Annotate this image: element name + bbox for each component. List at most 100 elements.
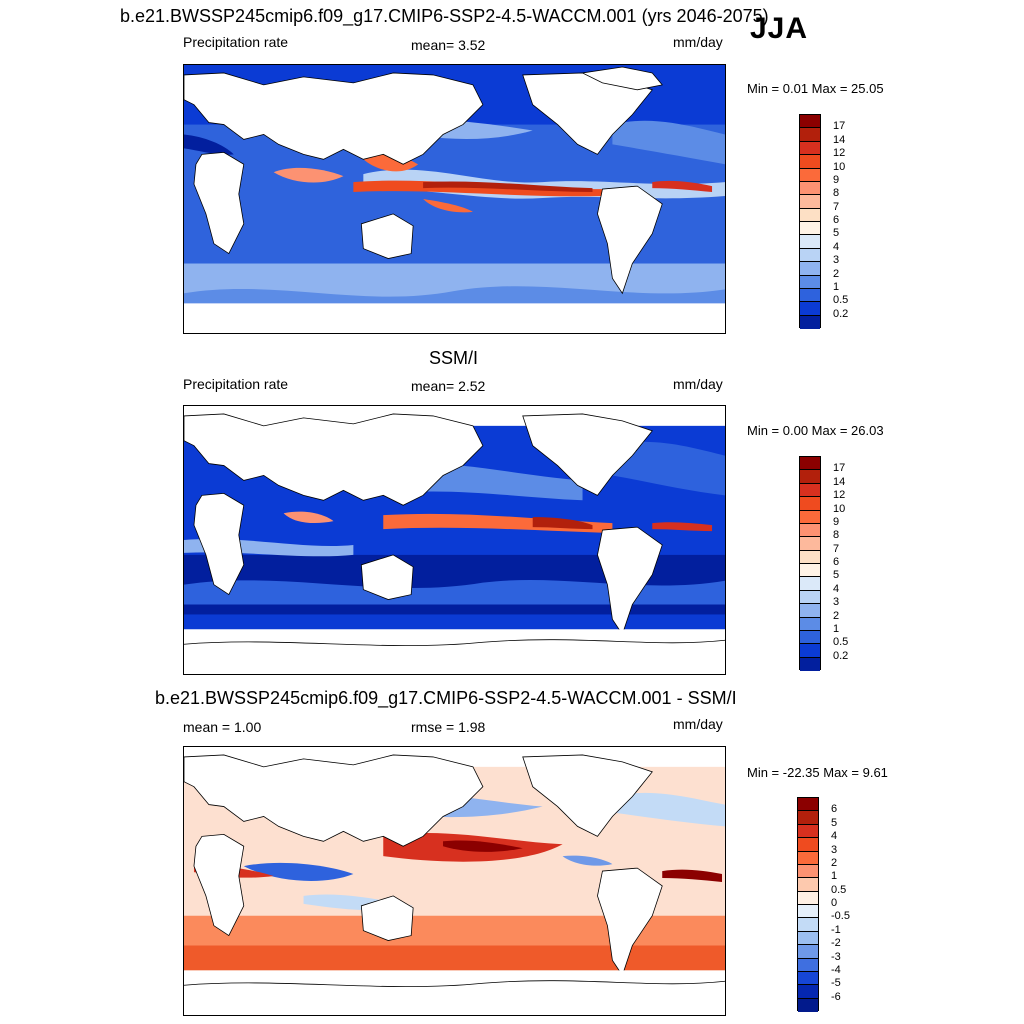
colorbar-cell xyxy=(798,824,818,839)
colorbar-tick-label: 1 xyxy=(833,622,840,635)
panel2-minmax-label: Min = 0.00 Max = 26.03 xyxy=(747,423,884,438)
panel3-minmax-label: Min = -22.35 Max = 9.61 xyxy=(747,765,888,780)
colorbar-cell xyxy=(800,275,820,289)
panel1-title: b.e21.BWSSP245cmip6.f09_g17.CMIP6-SSP2-4… xyxy=(120,6,769,26)
colorbar-tick-label: 2 xyxy=(831,856,838,869)
colorbar-cell xyxy=(800,564,820,578)
colorbar-tick-label: 4 xyxy=(833,582,840,595)
colorbar-cell xyxy=(800,141,820,156)
panel3-map-svg xyxy=(184,747,725,1015)
colorbar-tick-label: 0 xyxy=(831,897,838,909)
panel2-map xyxy=(183,405,726,675)
panel2-map-svg xyxy=(184,406,725,674)
colorbar-cell xyxy=(800,577,820,591)
colorbar-tick-label: 0.2 xyxy=(833,307,849,320)
colorbar-cell xyxy=(800,128,820,142)
colorbar-tick-label: 12 xyxy=(833,147,846,160)
panel3-rmse-label: rmse = 1.98 xyxy=(411,719,486,735)
colorbar-cell xyxy=(800,644,820,658)
colorbar-cell xyxy=(800,523,820,538)
panel3-map xyxy=(183,746,726,1016)
panel1-units-label: mm/day xyxy=(673,34,723,50)
colorbar-cell xyxy=(800,483,820,498)
colorbar-cell xyxy=(800,181,820,196)
colorbar-tick-label: 5 xyxy=(833,227,840,240)
colorbar-cell xyxy=(800,470,820,484)
colorbar-cell xyxy=(800,168,820,182)
colorbar-cell xyxy=(800,604,820,618)
colorbar-tick-label: -5 xyxy=(831,977,841,990)
colorbar-cell xyxy=(800,222,820,236)
colorbar-tick-label: 0.5 xyxy=(833,294,849,307)
colorbar-cell xyxy=(800,195,820,209)
colorbar-tick-label: 17 xyxy=(833,462,846,475)
colorbar-cell xyxy=(800,537,820,551)
colorbar-cell xyxy=(800,235,820,249)
colorbar-cell xyxy=(800,115,820,129)
colorbar-tick-label: 0.2 xyxy=(833,649,849,662)
panel3-mean-label: mean = 1.00 xyxy=(183,719,262,735)
colorbar-tick-label: 3 xyxy=(833,254,840,267)
colorbar-tick-label: 3 xyxy=(833,596,840,609)
colorbar-tick-label: 0.5 xyxy=(831,883,847,896)
panel3-units-label: mm/day xyxy=(673,716,723,732)
colorbar-tick-label: 1 xyxy=(831,870,838,883)
colorbar-tick-label: 4 xyxy=(831,830,838,843)
colorbar-tick-label: 5 xyxy=(831,816,838,829)
colorbar-tick-label: 6 xyxy=(831,803,838,816)
colorbar-tick-label: -6 xyxy=(831,990,841,1003)
panel2-title: SSM/I xyxy=(429,348,479,368)
colorbar-cell xyxy=(798,985,818,999)
panel1-map-svg xyxy=(184,65,725,333)
colorbar-cell xyxy=(798,998,818,1012)
colorbar-tick-label: 2 xyxy=(833,609,840,622)
colorbar-cell xyxy=(798,971,818,986)
colorbar-cell xyxy=(798,798,818,812)
colorbar-cell xyxy=(800,550,820,564)
colorbar-tick-label: 3 xyxy=(831,843,838,856)
colorbar-cell xyxy=(800,630,820,645)
panel3-title: b.e21.BWSSP245cmip6.f09_g17.CMIP6-SSP2-4… xyxy=(155,688,737,708)
colorbar-tick-label: 2 xyxy=(833,267,840,280)
colorbar-cell xyxy=(800,288,820,303)
colorbar-tick-label: 1 xyxy=(833,280,840,293)
colorbar-cell xyxy=(800,590,820,605)
colorbar-tick-label: -3 xyxy=(831,950,841,963)
colorbar-cell xyxy=(800,248,820,263)
panel1-map xyxy=(183,64,726,334)
colorbar-cell xyxy=(800,262,820,276)
colorbar-cell xyxy=(798,958,818,972)
colorbar-tick-label: 8 xyxy=(833,529,840,542)
colorbar-cell xyxy=(798,864,818,879)
colorbar-tick-label: 5 xyxy=(833,569,840,582)
panel2-variable-label: Precipitation rate xyxy=(183,376,289,392)
panel2-mean-label: mean= 2.52 xyxy=(411,378,486,394)
colorbar-cell xyxy=(798,838,818,852)
colorbar-tick-label: 10 xyxy=(833,502,846,515)
colorbar-tick-label: 6 xyxy=(833,556,840,568)
colorbar-tick-label: 9 xyxy=(833,515,840,528)
colorbar-cell xyxy=(800,315,820,329)
colorbar-cell xyxy=(800,302,820,316)
panel2-units-label: mm/day xyxy=(673,376,723,392)
colorbar-cell xyxy=(800,510,820,524)
colorbar-cell xyxy=(800,657,820,671)
colorbar-cell xyxy=(798,905,818,919)
colorbar-tick-label: 7 xyxy=(833,200,840,213)
colorbar-tick-label: 7 xyxy=(833,542,840,555)
colorbar-tick-label: 8 xyxy=(833,187,840,200)
colorbar-tick-label: -4 xyxy=(831,963,841,976)
colorbar-cell xyxy=(800,155,820,169)
colorbar-tick-label: -0.5 xyxy=(831,910,850,923)
colorbar-cell xyxy=(798,931,818,946)
panel1-mean-label: mean= 3.52 xyxy=(411,37,486,53)
colorbar-tick-label: -2 xyxy=(831,937,841,950)
panel1-colorbar xyxy=(799,114,821,329)
colorbar-cell xyxy=(800,208,820,222)
colorbar-cell xyxy=(798,851,818,865)
colorbar-cell xyxy=(798,945,818,959)
season-label: JJA xyxy=(750,12,809,45)
colorbar-cell xyxy=(800,617,820,631)
panel1-minmax-label: Min = 0.01 Max = 25.05 xyxy=(747,81,884,96)
colorbar-tick-label: 6 xyxy=(833,214,840,226)
